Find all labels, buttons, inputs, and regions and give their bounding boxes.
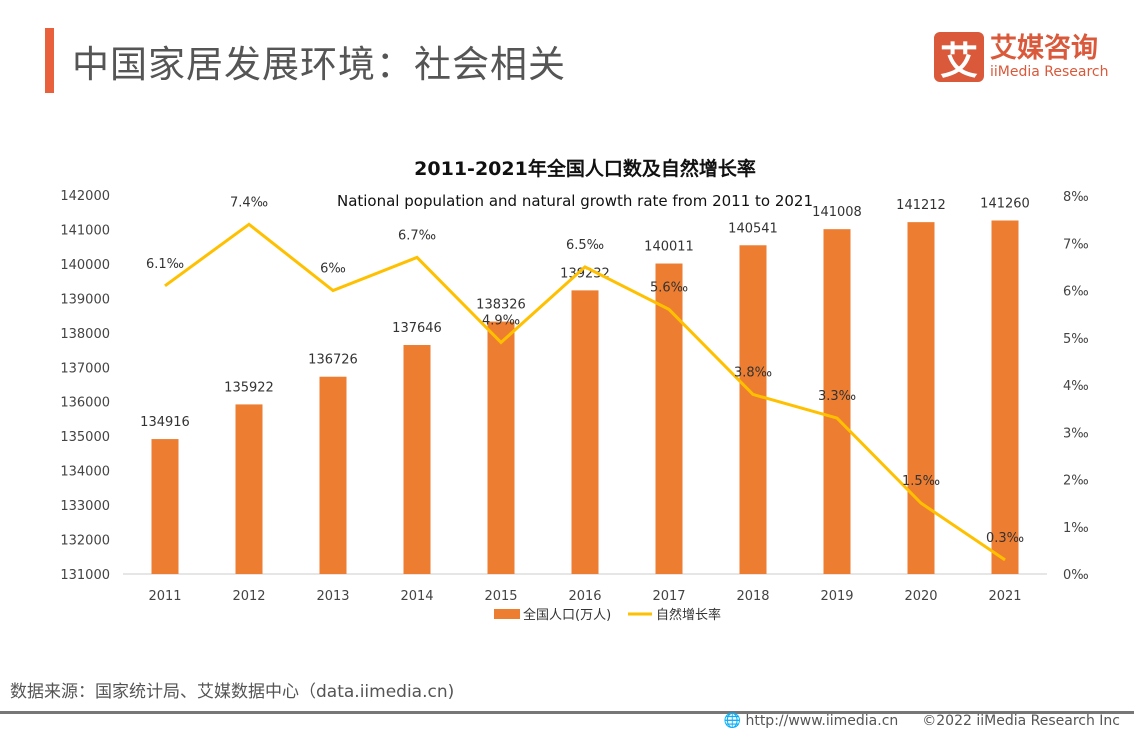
data-source: 数据来源：国家统计局、艾媒数据中心（data.iimedia.cn) <box>10 682 455 702</box>
population-chart: 2011-2021年全国人口数及自然增长率 National populatio… <box>60 157 1089 623</box>
bar <box>403 345 431 574</box>
logo-cn: 艾媒咨询 <box>990 33 1098 64</box>
footer-divider <box>0 711 1134 714</box>
x-axis-tick: 2016 <box>568 589 601 604</box>
line-data-label: 6.5‰ <box>566 238 604 253</box>
line-data-label: 1.5‰ <box>902 474 940 489</box>
website-url: http://www.iimedia.cn <box>745 713 899 729</box>
right-axis-tick: 5‰ <box>1063 332 1089 347</box>
bar-data-label: 135922 <box>224 380 274 395</box>
left-axis-tick: 132000 <box>60 534 110 549</box>
x-axis-tick: 2012 <box>232 589 265 604</box>
x-axis-tick: 2019 <box>820 589 853 604</box>
legend-label-population: 全国人口(万人) <box>523 607 611 623</box>
right-axis-tick: 0‰ <box>1063 568 1089 583</box>
left-axis-tick: 131000 <box>60 568 110 583</box>
left-axis-tick: 142000 <box>60 189 110 204</box>
line-data-label: 6.1‰ <box>146 257 184 272</box>
growth-rate-line <box>164 222 1006 562</box>
right-axis-tick: 1‰ <box>1063 521 1089 536</box>
bar <box>235 404 263 574</box>
logo-en: iiMedia Research <box>990 64 1109 80</box>
left-axis-tick: 138000 <box>60 327 110 342</box>
right-axis-tick: 4‰ <box>1063 379 1089 394</box>
x-axis-tick: 2017 <box>652 589 685 604</box>
left-axis-tick: 137000 <box>60 361 110 376</box>
left-axis-tick: 133000 <box>60 499 110 514</box>
line-data-label: 4.9‰ <box>482 313 520 328</box>
bar <box>571 290 599 574</box>
left-axis-tick: 135000 <box>60 430 110 445</box>
page-title: 中国家居发展环境：社会相关 <box>72 43 566 86</box>
bar-data-label: 140011 <box>644 240 694 255</box>
x-axis-tick: 2021 <box>988 589 1021 604</box>
bar <box>907 222 935 574</box>
left-axis-tick: 139000 <box>60 292 110 307</box>
line-data-label: 7.4‰ <box>230 195 268 210</box>
bar <box>319 376 347 574</box>
title-accent-bar <box>45 28 54 93</box>
right-axis-tick: 6‰ <box>1063 285 1089 300</box>
bar-data-label: 140541 <box>728 221 778 236</box>
website-link[interactable]: 🌐 http://www.iimedia.cn <box>724 713 899 729</box>
bar-data-label: 137646 <box>392 321 442 336</box>
logo-mark: 艾 <box>934 32 984 83</box>
x-axis-tick: 2013 <box>316 589 349 604</box>
x-axis-tick: 2020 <box>904 589 937 604</box>
bar <box>151 439 179 574</box>
bar <box>655 263 683 574</box>
bar-data-label: 136726 <box>308 353 358 368</box>
x-axis-tick: 2015 <box>484 589 517 604</box>
line-data-label: 5.6‰ <box>650 280 688 295</box>
legend-label-growth-rate: 自然增长率 <box>656 607 721 623</box>
bar-data-label: 138326 <box>476 298 526 313</box>
right-axis-tick: 3‰ <box>1063 426 1089 441</box>
left-axis-tick: 134000 <box>60 465 110 480</box>
bar <box>739 245 767 575</box>
globe-icon: 🌐 <box>723 713 741 729</box>
line-data-label: 3.3‰ <box>818 389 856 404</box>
legend-swatch-population <box>494 609 520 619</box>
line-data-label: 6‰ <box>320 262 346 277</box>
line-data-label: 3.8‰ <box>734 365 772 380</box>
chart-subtitle: National population and natural growth r… <box>337 192 813 210</box>
bar <box>823 229 851 575</box>
bar-data-label: 141008 <box>812 205 862 220</box>
bar <box>991 220 1019 574</box>
bar <box>487 321 515 574</box>
line-data-label: 0.3‰ <box>986 531 1024 546</box>
line-data-label: 6.7‰ <box>398 228 436 243</box>
x-axis-tick: 2018 <box>736 589 769 604</box>
chart-title: 2011-2021年全国人口数及自然增长率 <box>414 157 756 180</box>
x-axis-tick: 2014 <box>400 589 433 604</box>
left-axis-tick: 141000 <box>60 223 110 238</box>
copyright: ©2022 iiMedia Research Inc <box>922 713 1120 729</box>
bar-data-label: 141260 <box>980 196 1030 211</box>
right-axis-tick: 8‰ <box>1063 190 1089 205</box>
right-axis-tick: 2‰ <box>1063 474 1089 489</box>
x-axis-tick: 2011 <box>148 589 181 604</box>
iimedia-logo: 艾 艾媒咨询 iiMedia Research <box>934 32 1109 83</box>
left-axis-tick: 140000 <box>60 258 110 273</box>
left-axis-tick: 136000 <box>60 396 110 411</box>
bar-data-label: 141212 <box>896 198 946 213</box>
right-axis-tick: 7‰ <box>1063 237 1089 252</box>
bar-data-label: 134916 <box>140 415 190 430</box>
